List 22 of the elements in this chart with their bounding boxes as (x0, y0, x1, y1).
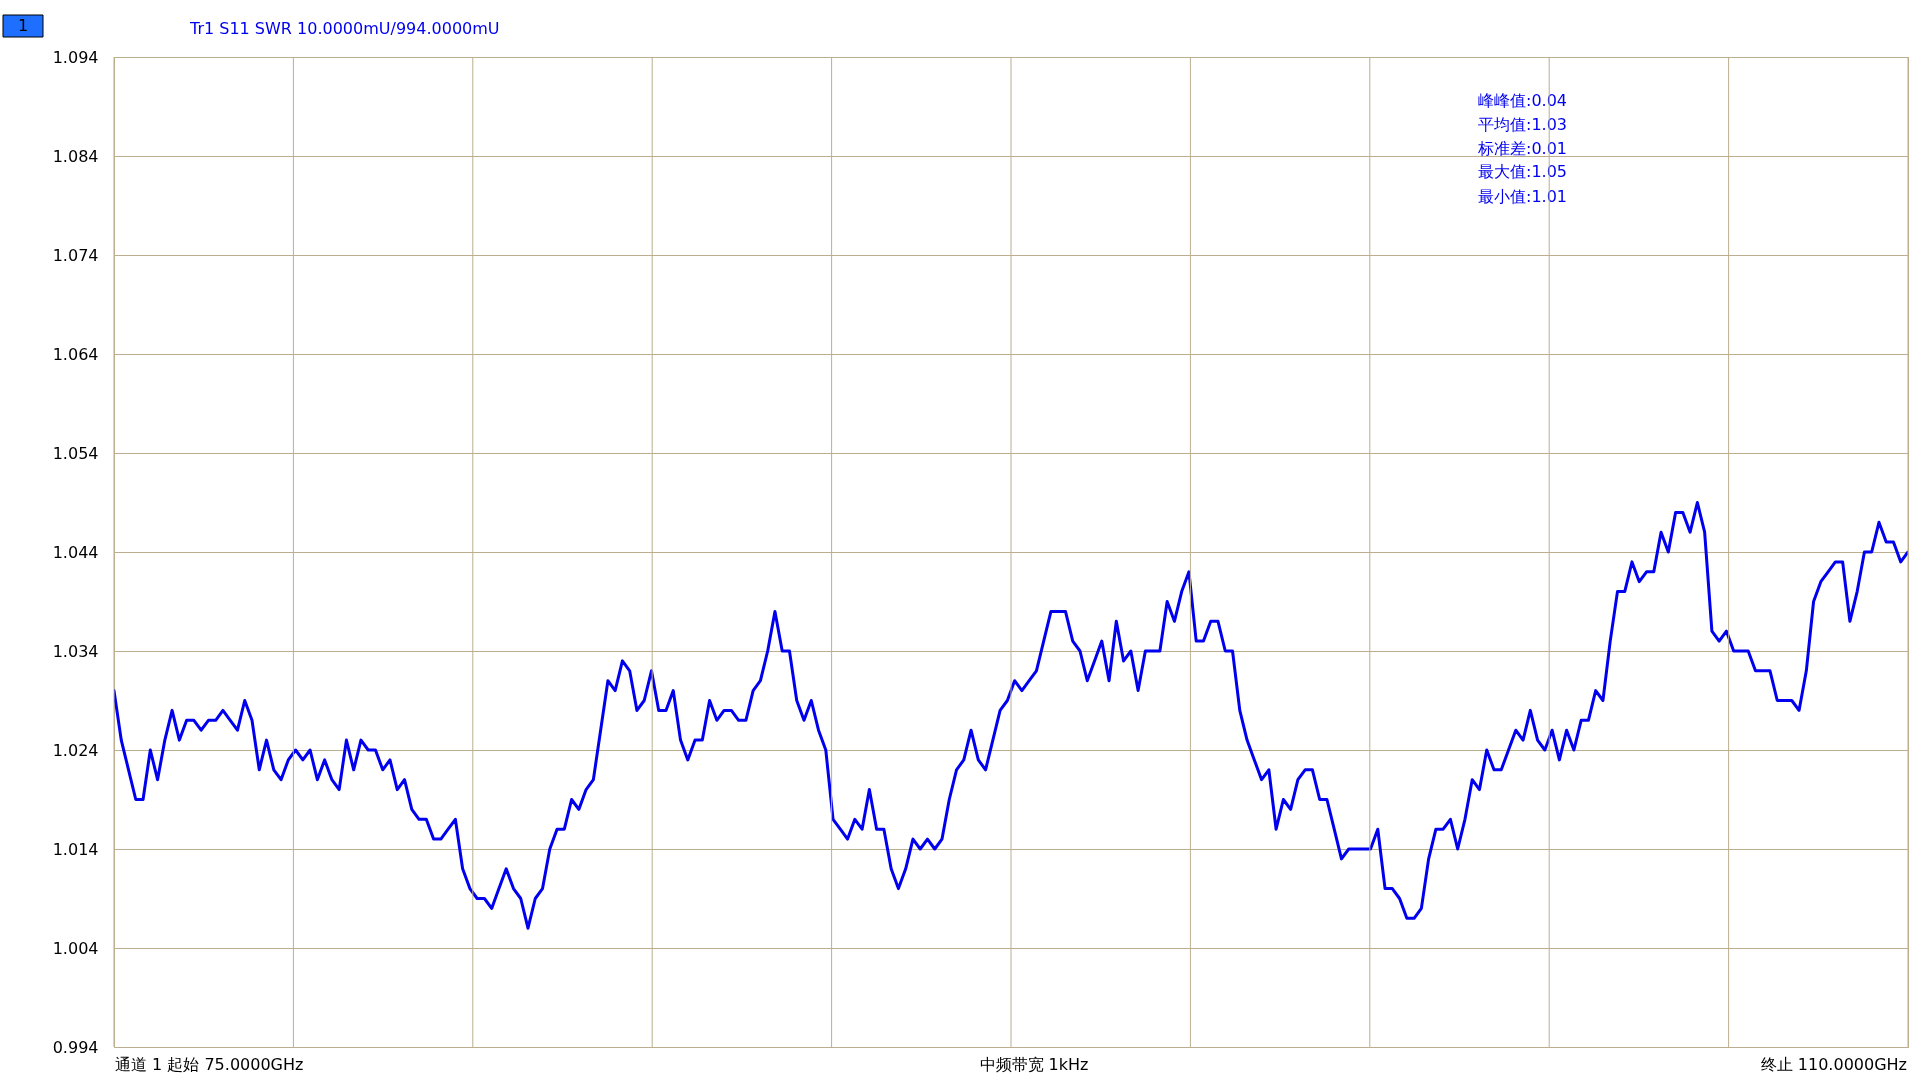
text: 中频带宽 1kHz (979, 1055, 1089, 1074)
y-tick-label: 1.074 (52, 245, 99, 265)
y-tick-label: 1.034 (52, 641, 99, 661)
y-tick-label: 0.994 (52, 1037, 99, 1057)
annotation: 最小值:1.01 (1478, 187, 1568, 206)
y-tick-label: 1.014 (52, 839, 99, 859)
text: 终止 110.0000GHz (1760, 1055, 1907, 1074)
text: 1 (17, 16, 29, 35)
annotation: 最大值:1.05 (1478, 162, 1568, 181)
text: 通道 1 起始 75.0000GHz (115, 1055, 304, 1074)
chart-title: Tr1 S11 SWR 10.0000mU/994.0000mU (189, 19, 500, 38)
y-tick-label: 1.024 (52, 740, 99, 760)
y-tick-label: 1.064 (52, 344, 99, 364)
annotation: 平均值:1.03 (1478, 115, 1568, 134)
annotation: 峰峰值:0.04 (1478, 91, 1568, 110)
y-tick-label: 1.084 (52, 146, 99, 166)
y-tick-label: 1.054 (52, 443, 99, 463)
line-series (114, 501, 1908, 930)
y-tick-label: 1.094 (52, 47, 99, 67)
y-tick-label: 1.044 (52, 542, 99, 562)
annotation: 标准差:0.01 (1477, 139, 1568, 158)
y-tick-label: 1.004 (52, 938, 99, 958)
